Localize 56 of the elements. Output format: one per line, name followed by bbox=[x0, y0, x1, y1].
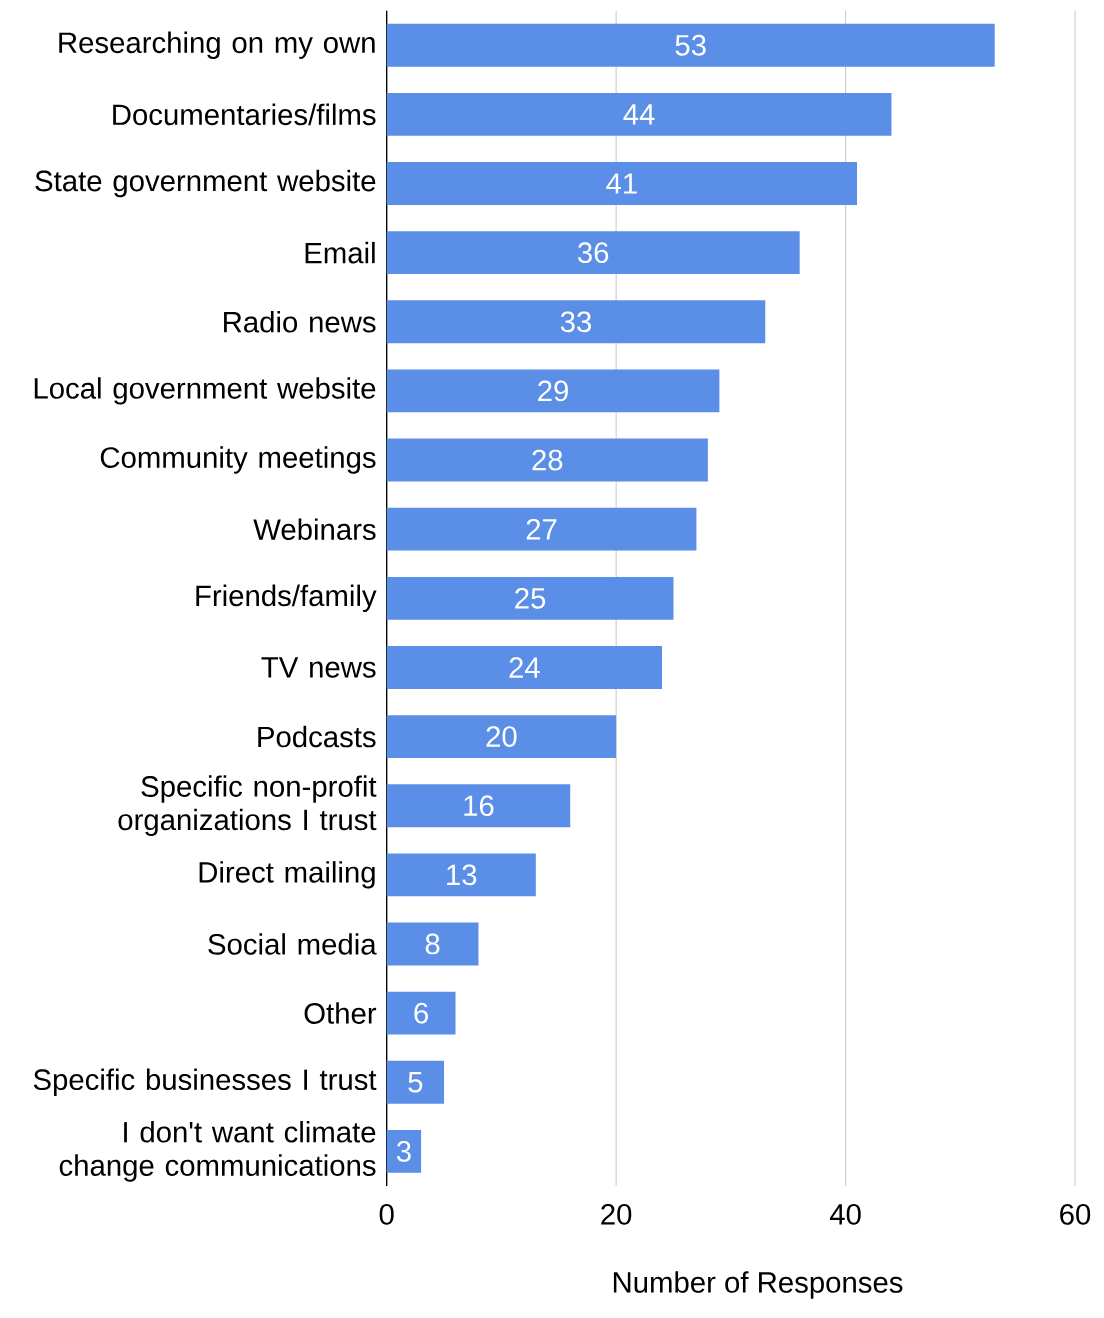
bar bbox=[386, 991, 456, 1035]
data-label: 27 bbox=[526, 518, 557, 540]
x-tick-label: 60 bbox=[1060, 1203, 1090, 1225]
bar bbox=[386, 646, 662, 689]
y-tick-label: Direct mailing bbox=[199, 861, 375, 889]
y-tick-label: Specific businesses I trust bbox=[33, 1068, 377, 1096]
data-label: 28 bbox=[532, 449, 563, 471]
y-tick-label: TV news bbox=[261, 657, 376, 678]
y-tick-label: Researching on my own bbox=[59, 31, 375, 59]
data-label: 44 bbox=[623, 104, 655, 125]
y-tick-label: Podcasts bbox=[258, 725, 376, 748]
data-label: 41 bbox=[606, 173, 637, 194]
y-tick-label: Social media bbox=[208, 933, 377, 955]
y-tick-label: Community meetings bbox=[100, 446, 376, 474]
bar bbox=[386, 438, 708, 482]
data-label: 24 bbox=[509, 657, 540, 678]
data-label: 33 bbox=[560, 311, 591, 333]
bar bbox=[386, 784, 571, 828]
bar bbox=[386, 92, 892, 136]
data-label: 3 bbox=[396, 1140, 411, 1162]
bar bbox=[386, 715, 616, 759]
x-tick-label: 20 bbox=[601, 1203, 632, 1225]
bar bbox=[386, 231, 800, 275]
bar bbox=[386, 23, 995, 67]
bar bbox=[386, 162, 857, 205]
data-label: 36 bbox=[577, 242, 609, 264]
bar bbox=[386, 576, 674, 620]
data-label: 20 bbox=[486, 726, 517, 747]
data-label: 29 bbox=[538, 380, 568, 402]
y-tick-label: Radio news bbox=[223, 310, 376, 333]
bar bbox=[386, 507, 697, 551]
bar bbox=[386, 1060, 444, 1104]
data-label: 25 bbox=[515, 587, 545, 609]
bar bbox=[386, 1129, 421, 1173]
data-label: 53 bbox=[675, 34, 706, 56]
x-tick-label: 0 bbox=[379, 1203, 394, 1225]
data-label: 6 bbox=[414, 1002, 428, 1024]
bar bbox=[386, 853, 536, 897]
x-axis-title: Number of Responses bbox=[613, 1271, 903, 1299]
y-tick-label: Email bbox=[305, 241, 375, 264]
y-tick-label: Local government website bbox=[34, 377, 376, 405]
y-tick-label: Other bbox=[304, 1002, 376, 1024]
bar bbox=[386, 369, 720, 413]
x-tick-label: 40 bbox=[829, 1203, 861, 1225]
data-label: 5 bbox=[408, 1072, 423, 1093]
bar bbox=[386, 922, 479, 966]
y-tick-label: Friends/family bbox=[196, 584, 377, 612]
bar bbox=[386, 300, 766, 344]
y-tick-label: Specific non-profit organizations I trust bbox=[118, 775, 377, 837]
y-tick-label: Documentaries/films bbox=[113, 103, 376, 126]
y-tick-label: Webinars bbox=[253, 518, 376, 540]
data-label: 16 bbox=[464, 795, 494, 817]
data-label: 13 bbox=[446, 864, 477, 886]
y-tick-label: I don't want climate change communications bbox=[59, 1121, 376, 1182]
data-label: 8 bbox=[425, 933, 440, 955]
y-tick-label: State government website bbox=[35, 169, 376, 198]
